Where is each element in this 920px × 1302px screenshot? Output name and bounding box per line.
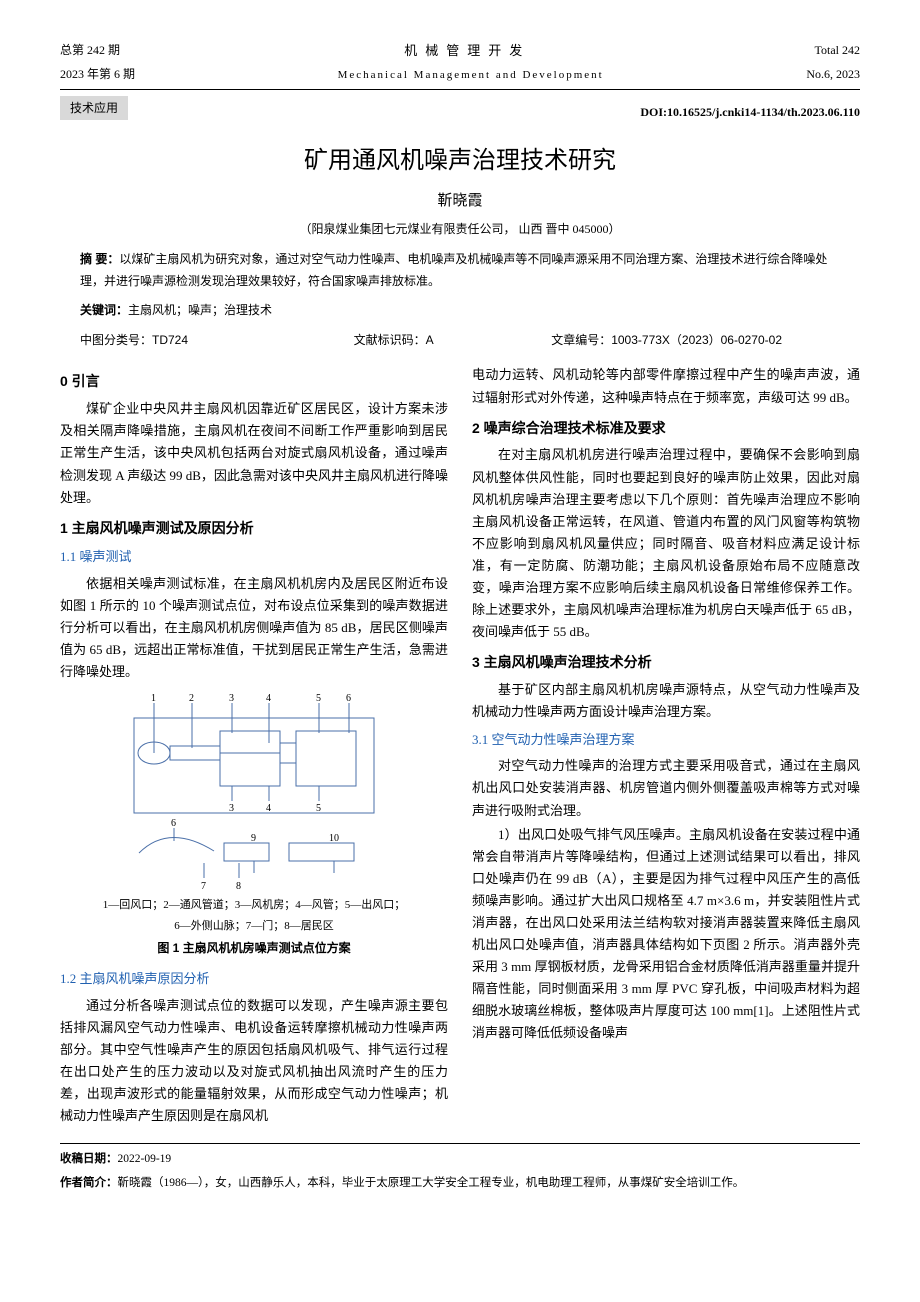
bio-text: 靳晓霞（1986—），女，山西静乐人，本科，毕业于太原理工大学安全工程专业，机电…	[118, 1177, 745, 1189]
abstract-text: 以煤矿主扇风机为研究对象，通过对空气动力性噪声、电机噪声及机械噪声等不同噪声源采…	[80, 252, 827, 288]
section-3-1-heading: 3.1 空气动力性噪声治理方案	[472, 729, 860, 751]
doc-code-label: 文献标识码：	[354, 333, 426, 347]
received-label: 收稿日期：	[60, 1153, 118, 1165]
section-1-2-para: 通过分析各噪声测试点位的数据可以发现，产生噪声源主要包括排风漏风空气动力性噪声、…	[60, 995, 448, 1128]
left-column: 0 引言 煤矿企业中央风井主扇风机因靠近矿区居民区，设计方案未涉及相关隔声降噪措…	[60, 364, 448, 1129]
journal-name-en: Mechanical Management and Development	[338, 69, 604, 81]
doi: DOI:10.16525/j.cnki14-1134/th.2023.06.11…	[60, 102, 860, 122]
section-2-para: 在对主扇风机机房进行噪声治理过程中，要确保不会影响到扇风机整体供风性能，同时也要…	[472, 444, 860, 643]
article-no-label: 文章编号：	[551, 333, 611, 347]
category-tag: 技术应用	[60, 96, 128, 120]
section-3-1-para-2: 1）出风口处吸气排气风压噪声。主扇风机设备在安装过程中通常会自带消声片等降噪结构…	[472, 824, 860, 1045]
section-0-para: 煤矿企业中央风井主扇风机因靠近矿区居民区，设计方案未涉及相关隔声降噪措施，主扇风…	[60, 398, 448, 508]
keywords-label: 关键词：	[80, 303, 128, 317]
affiliation: （阳泉煤业集团七元煤业有限责任公司， 山西 晋中 045000）	[60, 219, 860, 239]
section-1-1-heading: 1.1 噪声测试	[60, 546, 448, 568]
svg-text:6: 6	[171, 818, 176, 829]
section-1-1-para: 依据相关噪声测试标准，在主扇风机机房内及居民区附近布设如图 1 所示的 10 个…	[60, 573, 448, 683]
body-columns: 0 引言 煤矿企业中央风井主扇风机因靠近矿区居民区，设计方案未涉及相关隔声降噪措…	[60, 364, 860, 1129]
bio-label: 作者简介：	[60, 1177, 118, 1189]
svg-text:3: 3	[229, 803, 234, 814]
article-title: 矿用通风机噪声治理技术研究	[60, 141, 860, 182]
clc-value: TD724	[152, 333, 188, 347]
svg-text:9: 9	[251, 833, 256, 844]
svg-text:1: 1	[151, 693, 156, 704]
header-row-1: 总第 242 期 机械管理开发 Total 242	[60, 40, 860, 62]
svg-text:6: 6	[346, 693, 351, 704]
svg-text:4: 4	[266, 693, 271, 704]
header-row-2: 2023 年第 6 期 Mechanical Management and De…	[60, 64, 860, 85]
right-continuation: 电动力运转、风机动轮等内部零件摩擦过程中产生的噪声声波，通过辐射形式对外传递，这…	[472, 364, 860, 408]
clc-label: 中图分类号：	[80, 333, 152, 347]
svg-text:5: 5	[316, 803, 321, 814]
svg-text:2: 2	[189, 693, 194, 704]
section-3-1-para-1: 对空气动力性噪声的治理方式主要采用吸音式，通过在主扇风机出风口处安装消声器、机房…	[472, 755, 860, 821]
doc-code-value: A	[426, 333, 434, 347]
author-name: 靳晓霞	[60, 189, 860, 215]
footer: 收稿日期：2022-09-19 作者简介：靳晓霞（1986—），女，山西静乐人，…	[60, 1143, 860, 1193]
figure-1-legend-2: 6—外侧山脉；7—门；8—居民区	[60, 918, 448, 935]
keywords-text: 主扇风机；噪声；治理技术	[128, 303, 272, 317]
svg-text:10: 10	[329, 833, 339, 844]
issue-total-en: Total 242	[815, 40, 861, 62]
figure-1-legend-1: 1—回风口；2—通风管道；3—风机房；4—风管；5—出风口；	[60, 897, 448, 914]
figure-1-caption: 图 1 主扇风机机房噪声测试点位方案	[60, 938, 448, 958]
issue-no-en: No.6, 2023	[806, 64, 860, 85]
svg-text:7: 7	[201, 881, 206, 892]
svg-text:4: 4	[266, 803, 271, 814]
abstract-label: 摘 要：	[80, 252, 119, 266]
issue-year-cn: 2023 年第 6 期	[60, 64, 135, 85]
keywords-block: 关键词：主扇风机；噪声；治理技术	[80, 300, 840, 322]
figure-1-svg: 1 2 3 4 5 6	[124, 693, 384, 893]
section-2-heading: 2 噪声综合治理技术标准及要求	[472, 417, 860, 441]
article-no-value: 1003-773X（2023）06-0270-02	[611, 333, 782, 347]
abstract-block: 摘 要：以煤矿主扇风机为研究对象，通过对空气动力性噪声、电机噪声及机械噪声等不同…	[80, 249, 840, 292]
section-0-heading: 0 引言	[60, 370, 448, 394]
svg-text:8: 8	[236, 881, 241, 892]
figure-1: 1 2 3 4 5 6	[60, 693, 448, 958]
svg-text:5: 5	[316, 693, 321, 704]
section-1-2-heading: 1.2 主扇风机噪声原因分析	[60, 968, 448, 990]
received-date: 2022-09-19	[118, 1153, 172, 1165]
issue-total-cn: 总第 242 期	[60, 40, 120, 62]
journal-name-cn: 机械管理开发	[404, 43, 530, 58]
section-3-para: 基于矿区内部主扇风机机房噪声源特点，从空气动力性噪声及机械动力性噪声两方面设计噪…	[472, 679, 860, 723]
section-1-heading: 1 主扇风机噪声测试及原因分析	[60, 517, 448, 541]
right-column: 电动力运转、风机动轮等内部零件摩擦过程中产生的噪声声波，通过辐射形式对外传递，这…	[472, 364, 860, 1129]
classification-row: 中图分类号：TD724 文献标识码：A 文章编号：1003-773X（2023）…	[80, 330, 840, 350]
section-3-heading: 3 主扇风机噪声治理技术分析	[472, 651, 860, 675]
svg-text:3: 3	[229, 693, 234, 704]
header-rule	[60, 89, 860, 90]
